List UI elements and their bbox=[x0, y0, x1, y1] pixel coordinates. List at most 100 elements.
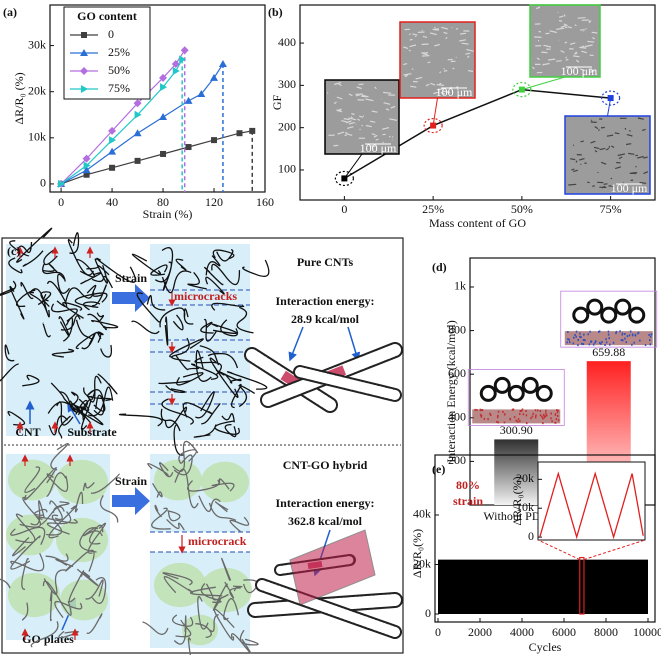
scale-label: 100 μm bbox=[561, 64, 598, 78]
marker bbox=[109, 164, 116, 171]
x-tick-label: 120 bbox=[205, 195, 223, 209]
marker bbox=[80, 49, 88, 56]
x-tick-label: 25% bbox=[422, 202, 444, 216]
energy-value: 362.8 kcal/mol bbox=[288, 514, 363, 528]
nanotube-ring bbox=[535, 384, 553, 402]
marker bbox=[82, 166, 91, 174]
simulation-box bbox=[560, 290, 658, 348]
marker bbox=[81, 32, 87, 38]
marker bbox=[160, 150, 167, 157]
marker bbox=[133, 129, 142, 137]
y-tick-label: 10k bbox=[516, 500, 534, 514]
go-sheet bbox=[289, 529, 376, 606]
diagram-panel: microcracks microcrack Strain Strain Pur… bbox=[0, 227, 404, 655]
energy-value: 28.9 kcal/mol bbox=[291, 312, 360, 326]
y-tick-label: 100 bbox=[278, 162, 296, 176]
go-plate bbox=[201, 461, 249, 503]
marker bbox=[197, 90, 206, 98]
marker bbox=[133, 99, 142, 108]
go-plate bbox=[200, 567, 252, 613]
legend-label: 50% bbox=[108, 63, 130, 77]
zoom-link bbox=[537, 539, 580, 561]
x-tick-label: 6000 bbox=[552, 625, 576, 639]
go-plate bbox=[182, 614, 218, 646]
marker bbox=[109, 136, 117, 145]
x-tick-label: 0 bbox=[435, 625, 441, 639]
x-tick-label: 10000 bbox=[633, 625, 661, 639]
y-tick-label: 20k bbox=[413, 556, 431, 570]
scale-label: 100 μm bbox=[611, 181, 648, 195]
panel-frame bbox=[1, 237, 404, 654]
marker bbox=[236, 130, 243, 137]
inset-connector bbox=[521, 76, 566, 91]
y-tick-label: 1k bbox=[454, 279, 466, 293]
zoom-link bbox=[583, 539, 646, 561]
y-tick-label: 0 bbox=[40, 176, 46, 190]
nanotube-ring bbox=[479, 384, 497, 402]
panel-label: (d) bbox=[432, 260, 447, 274]
highlight-ring bbox=[423, 117, 443, 134]
sem-texture bbox=[532, 6, 598, 74]
go-plate bbox=[6, 514, 54, 556]
y-axis-label: Interaction Energy (kcal/mol) bbox=[444, 320, 458, 462]
marker bbox=[58, 179, 66, 188]
marker bbox=[80, 67, 88, 75]
y-tick-label: 0 bbox=[528, 529, 534, 543]
x-tick-label: Without PDA bbox=[483, 509, 549, 523]
panel-label: (a) bbox=[3, 5, 17, 19]
nanotube-ring bbox=[614, 298, 632, 316]
marker bbox=[210, 73, 219, 81]
bar bbox=[494, 439, 539, 505]
y-tick-label: 200 bbox=[278, 119, 296, 133]
inset-connector bbox=[432, 97, 438, 126]
nanotube-core bbox=[295, 367, 400, 400]
legend-label: 0 bbox=[108, 27, 114, 41]
x-tick-label: 0 bbox=[58, 195, 64, 209]
cnt-network bbox=[0, 227, 137, 439]
highlight-ring bbox=[512, 81, 532, 98]
pointer-arrows bbox=[25, 326, 361, 631]
scale-label: 100 μm bbox=[436, 85, 473, 99]
y-tick-label: 600 bbox=[448, 366, 466, 380]
y-tick-label: 400 bbox=[448, 410, 466, 424]
marker bbox=[185, 144, 192, 151]
nanotube-ring bbox=[600, 306, 618, 324]
value-label: 300.90 bbox=[500, 423, 533, 437]
inset-connector bbox=[343, 153, 363, 179]
y-tick-label: 30k bbox=[28, 37, 46, 51]
substrate-label: Substrate bbox=[67, 425, 117, 439]
strain-arrow bbox=[112, 487, 150, 515]
plot-frame bbox=[434, 454, 656, 623]
marker bbox=[172, 66, 180, 75]
x-tick-label: 0 bbox=[341, 202, 347, 216]
cnt-network bbox=[142, 557, 259, 655]
marker bbox=[83, 161, 91, 170]
cnt-network bbox=[131, 292, 254, 362]
x-axis-label: Mass content of GO bbox=[429, 216, 526, 230]
marker bbox=[171, 60, 180, 69]
plot-frame bbox=[299, 4, 656, 201]
y-axis-label: ΔR/R₀ (%) bbox=[12, 72, 26, 124]
nanotube-ring bbox=[586, 298, 604, 316]
cnt-network bbox=[131, 247, 270, 295]
cnt-label: CNT bbox=[15, 425, 40, 439]
marker bbox=[159, 113, 168, 121]
y-axis-label: ΔR/R₀(%) bbox=[510, 476, 524, 525]
marker bbox=[81, 85, 88, 93]
y-axis-label: ΔR/R₀(%) bbox=[410, 529, 424, 578]
annotation: 80% bbox=[456, 478, 480, 492]
crack-label: microcracks bbox=[174, 289, 237, 303]
y-tick-label: 300 bbox=[278, 77, 296, 91]
cnt-network bbox=[118, 383, 256, 456]
zoom-box bbox=[579, 556, 585, 615]
marker bbox=[518, 86, 525, 93]
y-tick-label: 10k bbox=[28, 130, 46, 144]
nanotube-ring bbox=[572, 306, 590, 324]
marker bbox=[211, 137, 218, 144]
atoms bbox=[566, 330, 653, 347]
y-tick-label: 800 bbox=[448, 322, 466, 336]
atoms bbox=[474, 408, 560, 425]
energy-label: Interaction energy: bbox=[276, 496, 375, 510]
simulation-box bbox=[467, 369, 565, 426]
